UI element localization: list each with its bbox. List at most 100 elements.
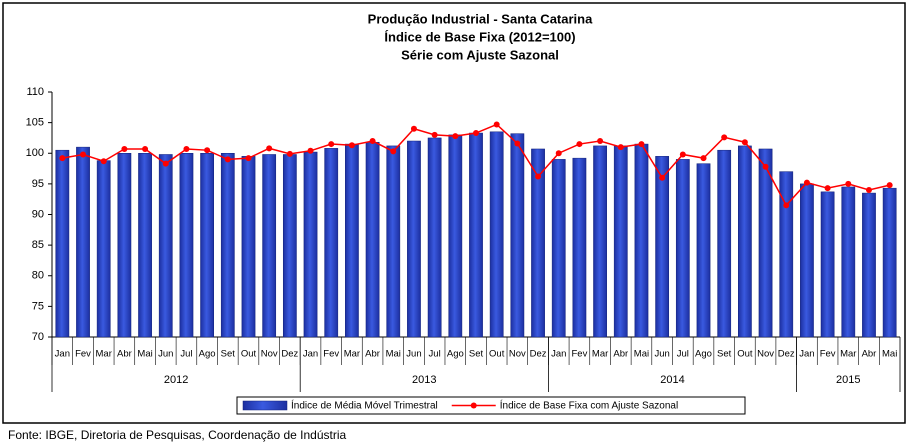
x-tick-label: Set bbox=[221, 349, 236, 360]
line-marker bbox=[100, 158, 107, 165]
x-tick-label: Out bbox=[489, 349, 505, 360]
bar bbox=[862, 192, 876, 338]
line-marker bbox=[886, 182, 893, 189]
bar bbox=[76, 146, 90, 338]
bar bbox=[717, 149, 732, 338]
bar bbox=[510, 133, 525, 338]
line-marker bbox=[390, 148, 397, 155]
line-marker bbox=[783, 202, 790, 209]
x-tick-label: Jan bbox=[799, 349, 814, 360]
bar bbox=[800, 183, 814, 338]
bar bbox=[448, 134, 463, 338]
bar bbox=[738, 145, 752, 338]
x-tick-label: Mai bbox=[634, 349, 649, 360]
line-marker bbox=[348, 142, 355, 149]
bar bbox=[282, 154, 297, 338]
line-marker bbox=[410, 125, 417, 132]
line-marker bbox=[700, 155, 707, 162]
bar bbox=[531, 148, 545, 338]
line-marker bbox=[59, 155, 66, 162]
line-marker bbox=[307, 147, 314, 154]
y-tick-label: 95 bbox=[32, 178, 44, 190]
legend-label: Índice de Média Móvel Trimestral bbox=[291, 399, 438, 412]
x-tick-label: Nov bbox=[509, 349, 526, 360]
bar bbox=[179, 153, 194, 338]
x-tick-label: Out bbox=[737, 349, 753, 360]
bar bbox=[593, 145, 607, 338]
x-tick-label: Jul bbox=[180, 349, 192, 360]
line-marker bbox=[845, 180, 852, 187]
bar bbox=[758, 148, 773, 338]
line-marker bbox=[224, 156, 231, 163]
y-tick-label: 70 bbox=[32, 331, 44, 343]
x-tick-label: Mai bbox=[386, 349, 401, 360]
line-marker bbox=[121, 145, 128, 152]
line-marker bbox=[741, 139, 748, 146]
bar bbox=[303, 151, 318, 338]
line-marker bbox=[865, 187, 872, 193]
line-marker bbox=[80, 151, 87, 158]
bar bbox=[138, 153, 152, 338]
x-tick-label: Mar bbox=[96, 349, 112, 360]
x-tick-label: Mar bbox=[592, 349, 608, 360]
x-tick-label: Dez bbox=[281, 349, 298, 360]
line-marker bbox=[204, 147, 211, 154]
line-marker bbox=[266, 145, 273, 152]
x-tick-label: Ago bbox=[199, 349, 216, 360]
bar bbox=[489, 131, 504, 338]
x-tick-label: Jan bbox=[551, 349, 566, 360]
y-tick-label: 85 bbox=[32, 239, 44, 251]
bar bbox=[386, 145, 401, 338]
bar bbox=[365, 141, 380, 338]
bar bbox=[407, 140, 421, 338]
line-marker bbox=[659, 174, 666, 181]
x-tick-label: Jul bbox=[677, 349, 689, 360]
line-marker bbox=[514, 140, 521, 147]
x-tick-label: Abr bbox=[117, 349, 132, 360]
year-label: 2012 bbox=[164, 374, 188, 386]
line-marker bbox=[824, 185, 831, 192]
y-tick-label: 80 bbox=[32, 270, 44, 282]
line-marker bbox=[245, 155, 252, 162]
line-marker bbox=[803, 179, 810, 186]
x-tick-label: Mai bbox=[137, 349, 152, 360]
x-tick-label: Fev bbox=[75, 349, 91, 360]
bar bbox=[613, 145, 628, 338]
line-marker bbox=[679, 151, 686, 158]
x-tick-label: Ago bbox=[447, 349, 464, 360]
bar bbox=[675, 159, 690, 338]
x-tick-label: Abr bbox=[862, 349, 877, 360]
y-tick-label: 90 bbox=[32, 208, 44, 220]
line-marker bbox=[286, 150, 293, 157]
legend-swatch bbox=[242, 400, 288, 411]
line-marker bbox=[638, 141, 645, 148]
bar bbox=[820, 191, 835, 338]
x-tick-label: Mar bbox=[344, 349, 360, 360]
line-marker bbox=[617, 144, 624, 151]
x-tick-label: Jun bbox=[158, 349, 173, 360]
line-marker bbox=[597, 138, 604, 144]
x-tick-label: Set bbox=[469, 349, 484, 360]
bar bbox=[779, 171, 794, 338]
line-marker bbox=[162, 160, 169, 167]
x-tick-label: Fev bbox=[571, 349, 587, 360]
line-marker bbox=[721, 134, 728, 141]
y-tick-label: 100 bbox=[26, 147, 44, 159]
bar bbox=[96, 160, 111, 338]
x-tick-label: Fev bbox=[820, 349, 836, 360]
bar bbox=[655, 156, 670, 338]
x-tick-label: Ago bbox=[695, 349, 712, 360]
x-tick-label: Fev bbox=[323, 349, 339, 360]
year-label: 2014 bbox=[660, 374, 684, 386]
y-tick-label: 75 bbox=[32, 300, 44, 312]
bar bbox=[262, 154, 277, 338]
bar bbox=[55, 149, 70, 338]
x-tick-label: Nov bbox=[261, 349, 278, 360]
x-tick-label: Mar bbox=[840, 349, 856, 360]
x-tick-label: Jun bbox=[654, 349, 669, 360]
x-tick-label: Jun bbox=[406, 349, 421, 360]
line-marker bbox=[369, 138, 376, 144]
bar bbox=[634, 143, 649, 338]
